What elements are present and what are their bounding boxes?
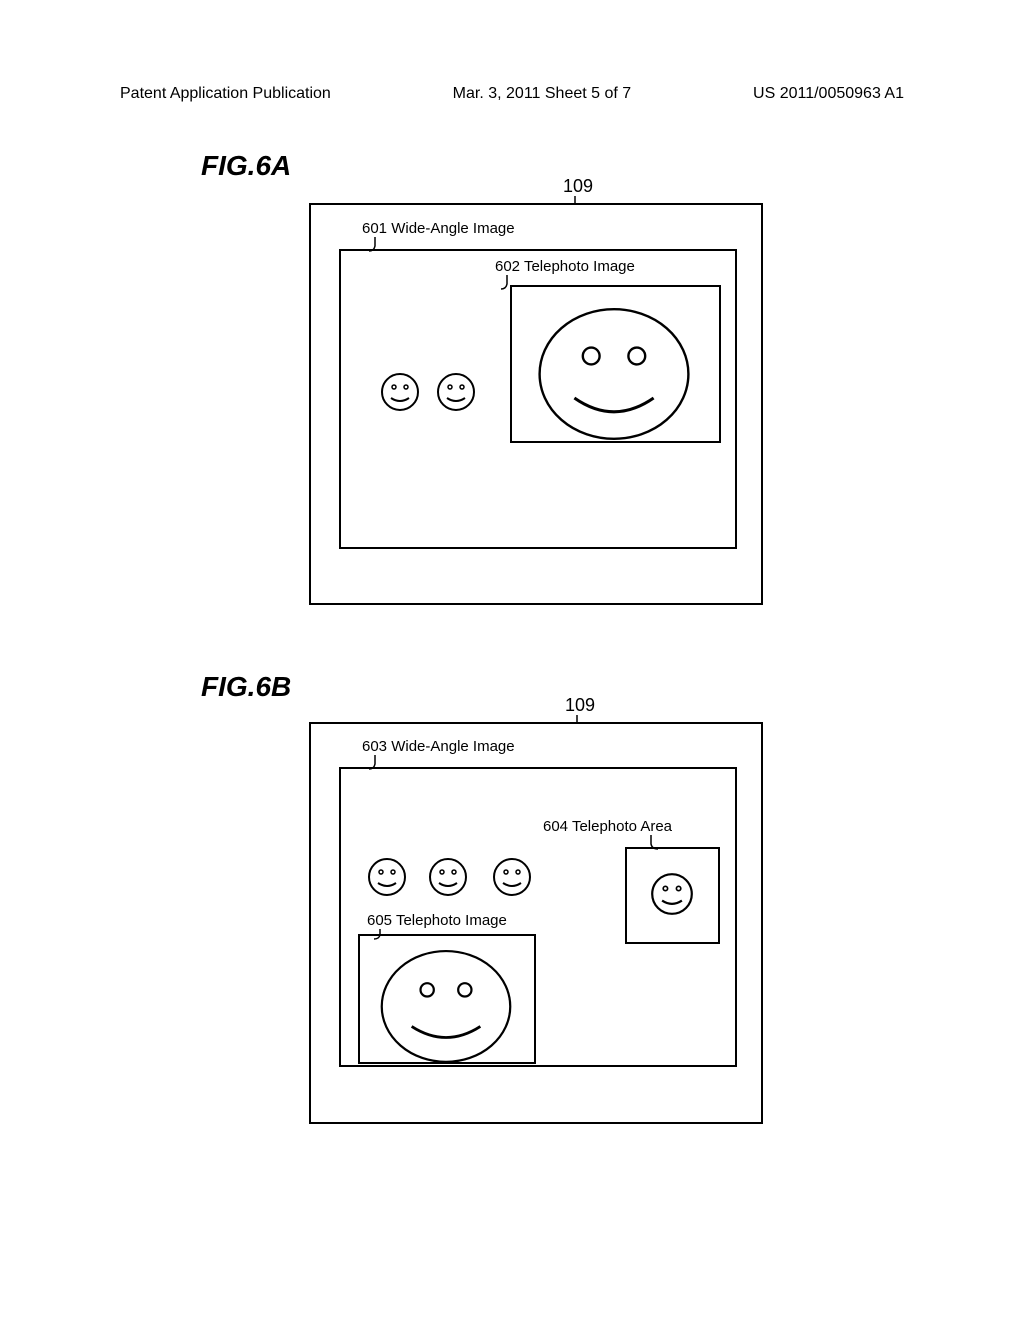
ref-604-text: Telephoto Area xyxy=(572,818,672,835)
smiley-icon xyxy=(367,857,407,897)
smiley-large-icon xyxy=(374,940,518,1084)
fig6b-label603: 603 Wide-Angle Image xyxy=(362,738,515,755)
smiley-large-icon xyxy=(536,296,692,452)
header-right: US 2011/0050963 A1 xyxy=(753,85,904,103)
header-left: Patent Application Publication xyxy=(120,85,331,103)
smiley-icon xyxy=(492,857,532,897)
ref-605-text: Telephoto Image xyxy=(396,912,507,929)
ref-602-num: 602 xyxy=(495,258,520,275)
ref-605-num: 605 xyxy=(367,912,392,929)
ref-603-num: 603 xyxy=(362,738,387,755)
header-center: Mar. 3, 2011 Sheet 5 of 7 xyxy=(453,85,632,103)
fig6a-ref109: 109 xyxy=(563,176,593,197)
smiley-icon xyxy=(436,372,476,412)
fig6b-label604: 604 Telephoto Area xyxy=(543,818,672,835)
fig6a-label602: 602 Telephoto Image xyxy=(495,258,635,275)
fig6a-label601: 601 Wide-Angle Image xyxy=(362,220,515,237)
fig6b-label605: 605 Telephoto Image xyxy=(367,912,507,929)
smiley-icon xyxy=(380,372,420,412)
fig6b-label: FIG.6B xyxy=(201,671,291,703)
smiley-icon xyxy=(428,857,468,897)
page-header: Patent Application Publication Mar. 3, 2… xyxy=(0,85,1024,103)
fig6b-ref109: 109 xyxy=(565,695,595,716)
fig6a-label: FIG.6A xyxy=(201,150,291,182)
ref-601-num: 601 xyxy=(362,220,387,237)
ref-601-text: Wide-Angle Image xyxy=(391,220,514,237)
ref-602-text: Telephoto Image xyxy=(524,258,635,275)
ref-604-num: 604 xyxy=(543,818,568,835)
smiley-icon xyxy=(650,872,694,916)
ref-603-text: Wide-Angle Image xyxy=(391,738,514,755)
